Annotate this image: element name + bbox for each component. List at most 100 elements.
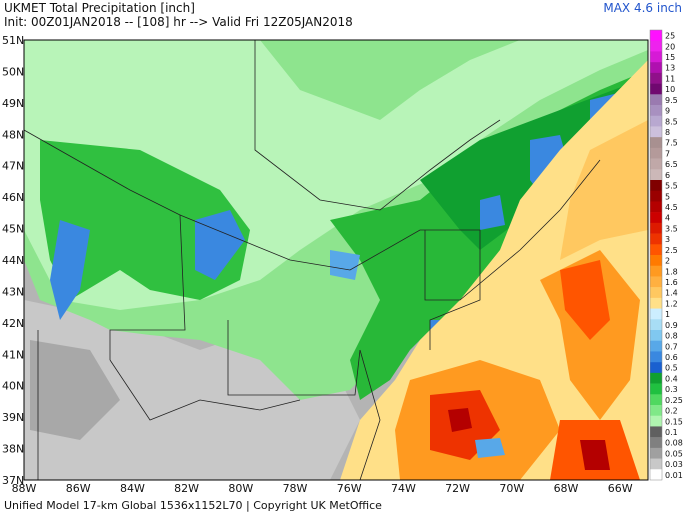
colorbar-label: 7.5 bbox=[665, 139, 678, 148]
colorbar-label: 4.5 bbox=[665, 203, 678, 212]
colorbar-swatch bbox=[650, 244, 662, 256]
colorbar-swatch bbox=[650, 426, 662, 438]
colorbar-label: 0.2 bbox=[665, 407, 678, 416]
colorbar-label: 2 bbox=[665, 257, 670, 266]
colorbar-swatch bbox=[650, 212, 662, 224]
colorbar-swatch bbox=[650, 190, 662, 202]
colorbar-label: 1.4 bbox=[665, 289, 678, 298]
colorbar-swatch bbox=[650, 308, 662, 320]
lon-label: 80W bbox=[228, 482, 253, 495]
colorbar-label: 0.05 bbox=[665, 449, 683, 458]
colorbar-label: 2.5 bbox=[665, 246, 678, 255]
footer: Unified Model 17-km Global 1536x1152L70 … bbox=[4, 499, 382, 512]
lon-labels: 88W 86W 84W 82W 80W 78W 76W 74W 72W 70W 68W 66W bbox=[12, 482, 633, 495]
map-frame bbox=[23, 39, 649, 481]
lon-label: 86W bbox=[66, 482, 91, 495]
colorbar-swatch bbox=[650, 201, 662, 213]
colorbar-label: 1.6 bbox=[665, 278, 678, 287]
lat-label: 47N bbox=[2, 160, 24, 173]
lat-labels: 51N 50N 49N 48N 47N 46N 45N 44N 43N 42N 41N 40N 39N 3… bbox=[2, 34, 24, 487]
colorbar-swatch bbox=[650, 330, 662, 342]
colorbar-swatch bbox=[650, 383, 662, 395]
colorbar-swatch bbox=[650, 447, 662, 459]
lon-label: 68W bbox=[554, 482, 579, 495]
lon-label: 76W bbox=[337, 482, 362, 495]
colorbar-label: 20 bbox=[665, 42, 675, 51]
lon-label: 88W bbox=[12, 482, 37, 495]
colorbar-label: 1.2 bbox=[665, 299, 678, 308]
colorbar-swatch bbox=[650, 405, 662, 417]
colorbar-label: 10 bbox=[665, 85, 675, 94]
colorbar-swatch bbox=[650, 469, 662, 481]
colorbar-label: 9.5 bbox=[665, 96, 678, 105]
colorbar-swatch bbox=[650, 297, 662, 309]
colorbar-label: 0.8 bbox=[665, 332, 678, 341]
colorbar-label: 0.3 bbox=[665, 385, 678, 394]
lat-label: 44N bbox=[2, 254, 24, 267]
lon-label: 66W bbox=[608, 482, 633, 495]
lon-label: 74W bbox=[391, 482, 416, 495]
colorbar-swatch bbox=[650, 158, 662, 170]
colorbar-swatch bbox=[650, 340, 662, 352]
lat-label: 40N bbox=[2, 380, 24, 393]
colorbar-swatch bbox=[650, 287, 662, 299]
lat-label: 39N bbox=[2, 411, 24, 424]
colorbar-swatch bbox=[650, 437, 662, 449]
colorbar-label: 6.5 bbox=[665, 160, 678, 169]
colorbar-label: 8.5 bbox=[665, 117, 678, 126]
colorbar-swatch bbox=[650, 362, 662, 374]
max-label: MAX 4.6 inch bbox=[603, 1, 682, 15]
colorbar-label: 4 bbox=[665, 214, 670, 223]
colorbar-label: 8 bbox=[665, 128, 670, 137]
colorbar-frame bbox=[649, 29, 663, 481]
colorbar-swatch bbox=[650, 83, 662, 95]
colorbar-swatch bbox=[650, 265, 662, 277]
colorbar-swatch bbox=[650, 94, 662, 106]
colorbar-label: 5 bbox=[665, 192, 670, 201]
colorbar-swatch bbox=[650, 415, 662, 427]
lat-label: 46N bbox=[2, 191, 24, 204]
colorbar-swatch bbox=[650, 351, 662, 363]
colorbar-swatch bbox=[650, 126, 662, 138]
colorbar-label: 1 bbox=[665, 310, 670, 319]
colorbar-label: 0.25 bbox=[665, 396, 683, 405]
colorbar-swatch bbox=[650, 51, 662, 63]
colorbar-swatch bbox=[650, 169, 662, 181]
colorbar-swatch bbox=[650, 394, 662, 406]
lon-label: 78W bbox=[283, 482, 308, 495]
colorbar-label: 1.8 bbox=[665, 267, 678, 276]
colorbar-swatch bbox=[650, 319, 662, 331]
colorbar-label: 3 bbox=[665, 235, 670, 244]
colorbar-label: 0.03 bbox=[665, 460, 683, 469]
colorbar-label: 0.4 bbox=[665, 374, 678, 383]
subtitle: Init: 00Z01JAN2018 -- [108] hr --> Valid… bbox=[4, 15, 353, 29]
colorbar-label: 0.08 bbox=[665, 439, 683, 448]
colorbar-swatch bbox=[650, 147, 662, 159]
colorbar-label: 0.7 bbox=[665, 342, 678, 351]
colorbar-label: 0.5 bbox=[665, 364, 678, 373]
colorbar-swatch bbox=[650, 115, 662, 127]
colorbar-label: 15 bbox=[665, 53, 675, 62]
colorbar-swatch bbox=[650, 72, 662, 84]
colorbar-label: 3.5 bbox=[665, 224, 678, 233]
lat-label: 51N bbox=[2, 34, 24, 47]
colorbar-swatch bbox=[650, 276, 662, 288]
colorbar-swatch bbox=[650, 30, 662, 42]
colorbar-label: 11 bbox=[665, 74, 675, 83]
colorbar-swatch bbox=[650, 137, 662, 149]
colorbar-swatch bbox=[650, 180, 662, 192]
lat-label: 37N bbox=[2, 474, 24, 487]
colorbar-label: 25 bbox=[665, 32, 675, 41]
lat-label: 45N bbox=[2, 223, 24, 236]
colorbar-label: 7 bbox=[665, 149, 670, 158]
lon-label: 70W bbox=[499, 482, 524, 495]
colorbar-label: 9 bbox=[665, 107, 670, 116]
lat-label: 48N bbox=[2, 128, 24, 141]
colorbar-label: 0.1 bbox=[665, 428, 678, 437]
lat-label: 41N bbox=[2, 348, 24, 361]
lat-label: 50N bbox=[2, 65, 24, 78]
colorbar-swatch bbox=[650, 233, 662, 245]
lat-label: 43N bbox=[2, 285, 24, 298]
